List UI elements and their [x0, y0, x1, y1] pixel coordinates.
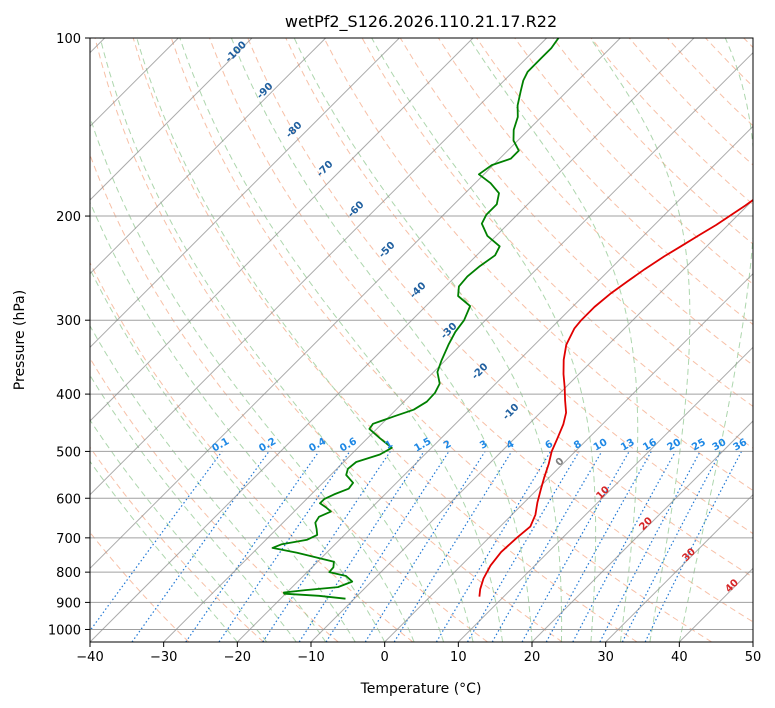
- isotherm-line: [457, 346, 753, 642]
- dry-adiabat-line: [285, 38, 753, 535]
- mixing-ratio-line: [521, 451, 630, 642]
- y-tick-label: 400: [56, 388, 81, 403]
- axis-ticks: −40 −30 −20 −10 0 10 20 30 40 50 100 200 300 400 500 60…: [48, 32, 761, 665]
- isotherm-line: [90, 38, 253, 201]
- mixing-ratio-label: 8: [572, 439, 584, 452]
- background-lines: [90, 38, 753, 642]
- y-tick-label: 500: [56, 445, 81, 460]
- y-tick-label: 800: [56, 566, 81, 581]
- mixing-ratio-line: [90, 451, 223, 632]
- dry-adiabat-line: [476, 38, 753, 326]
- isotherm-line: [90, 38, 474, 422]
- dry-adiabat-line: [514, 38, 753, 285]
- moist-adiabat-line: [99, 38, 445, 642]
- dry-adiabat-line: [132, 38, 638, 642]
- dry-adiabat-line: [90, 357, 339, 642]
- x-tick-label: 20: [524, 650, 541, 665]
- x-tick-label: 50: [745, 650, 762, 665]
- moist-adiabat-line: [371, 38, 597, 642]
- isotherm-line: [605, 493, 753, 642]
- moist-adiabat-line: [468, 38, 639, 642]
- mixing-ratio-label: 1: [383, 439, 395, 452]
- moist-adiabat-line: [678, 38, 753, 642]
- mixing-ratio-line: [545, 451, 652, 642]
- isotherm-gridlines: [90, 38, 753, 642]
- mixing-ratio-line: [393, 451, 513, 642]
- moist-adiabat-line: [179, 38, 503, 642]
- mixing-ratio-line: [298, 451, 425, 642]
- y-tick-label: 700: [56, 532, 81, 547]
- isotherm-line: [531, 420, 753, 642]
- x-tick-label: 10: [450, 650, 467, 665]
- y-tick-label: 600: [56, 492, 81, 507]
- mixing-ratio-line: [325, 451, 450, 642]
- temperature-profile-line: [478, 198, 753, 597]
- chart-title: wetPf2_S126.2026.110.21.17.R22: [285, 12, 557, 32]
- x-tick-label: 30: [597, 650, 614, 665]
- x-axis-label: Temperature (°C): [360, 681, 482, 697]
- moist-adiabat-line: [90, 460, 238, 642]
- y-tick-label: 300: [56, 314, 81, 329]
- mixing-ratio-line: [262, 451, 391, 642]
- moist-adiabat-line: [230, 38, 533, 642]
- dry-adiabat-line: [247, 38, 753, 578]
- isotherm-line: [90, 38, 695, 642]
- mixing-ratio-line: [644, 451, 743, 642]
- y-tick-label: 200: [56, 210, 81, 225]
- dry-adiabat-line: [94, 38, 563, 642]
- plot-frame: [89, 37, 754, 643]
- x-tick-label: −20: [224, 650, 251, 665]
- isotherm-line: [90, 38, 548, 496]
- x-tick-label: −30: [150, 650, 177, 665]
- y-axis-label: Pressure (hPa): [12, 290, 28, 390]
- mixing-ratio-line: [218, 451, 351, 642]
- isotherm-line: [90, 38, 621, 570]
- mixing-ratio-line: [621, 451, 722, 642]
- y-tick-label: 100: [56, 32, 81, 47]
- isotherm-line: [310, 199, 753, 642]
- profile-lines: [271, 38, 753, 600]
- dry-adiabat-line: [170, 38, 712, 642]
- mixing-ratio-label: 2: [442, 439, 454, 452]
- moist-adiabat-line: [136, 38, 474, 642]
- moist-adiabat-line: [90, 268, 356, 642]
- isobar-gridlines: [90, 38, 753, 630]
- x-tick-label: 0: [381, 650, 389, 665]
- isotherm-line: [90, 38, 327, 275]
- isotherm-line: [163, 51, 753, 642]
- dewpoint-profile-line: [271, 38, 560, 600]
- moist-adiabat-line: [90, 201, 386, 642]
- moist-adiabat-line: [90, 115, 415, 642]
- x-tick-label: −40: [76, 650, 103, 665]
- moist-adiabat-line: [589, 38, 691, 642]
- mixing-ratio-label: 3: [478, 439, 490, 452]
- moist-adiabat-line: [90, 324, 327, 642]
- x-tick-label: −10: [297, 650, 324, 665]
- isotherm-line: [236, 125, 753, 642]
- dry-adiabat-line: [90, 261, 414, 642]
- mixing-ratio-line: [572, 451, 677, 642]
- mixing-ratio-line: [185, 451, 320, 642]
- mixing-ratio-label: 4: [505, 439, 517, 452]
- dry-adiabat-line: [323, 38, 753, 492]
- y-tick-label: 1000: [48, 623, 81, 638]
- moist-adiabat-line: [293, 38, 563, 642]
- isotherm-line: [384, 272, 753, 642]
- mixing-ratio-label: 6: [544, 439, 556, 452]
- isotherm-line: [90, 38, 400, 349]
- dry-adiabat-line: [90, 446, 264, 642]
- x-tick-label: 40: [671, 650, 688, 665]
- y-tick-label: 900: [56, 596, 81, 611]
- dry-adiabat-line: [209, 38, 753, 623]
- moist-adiabat-line: [90, 374, 297, 642]
- moist-adiabat-line: [90, 419, 268, 642]
